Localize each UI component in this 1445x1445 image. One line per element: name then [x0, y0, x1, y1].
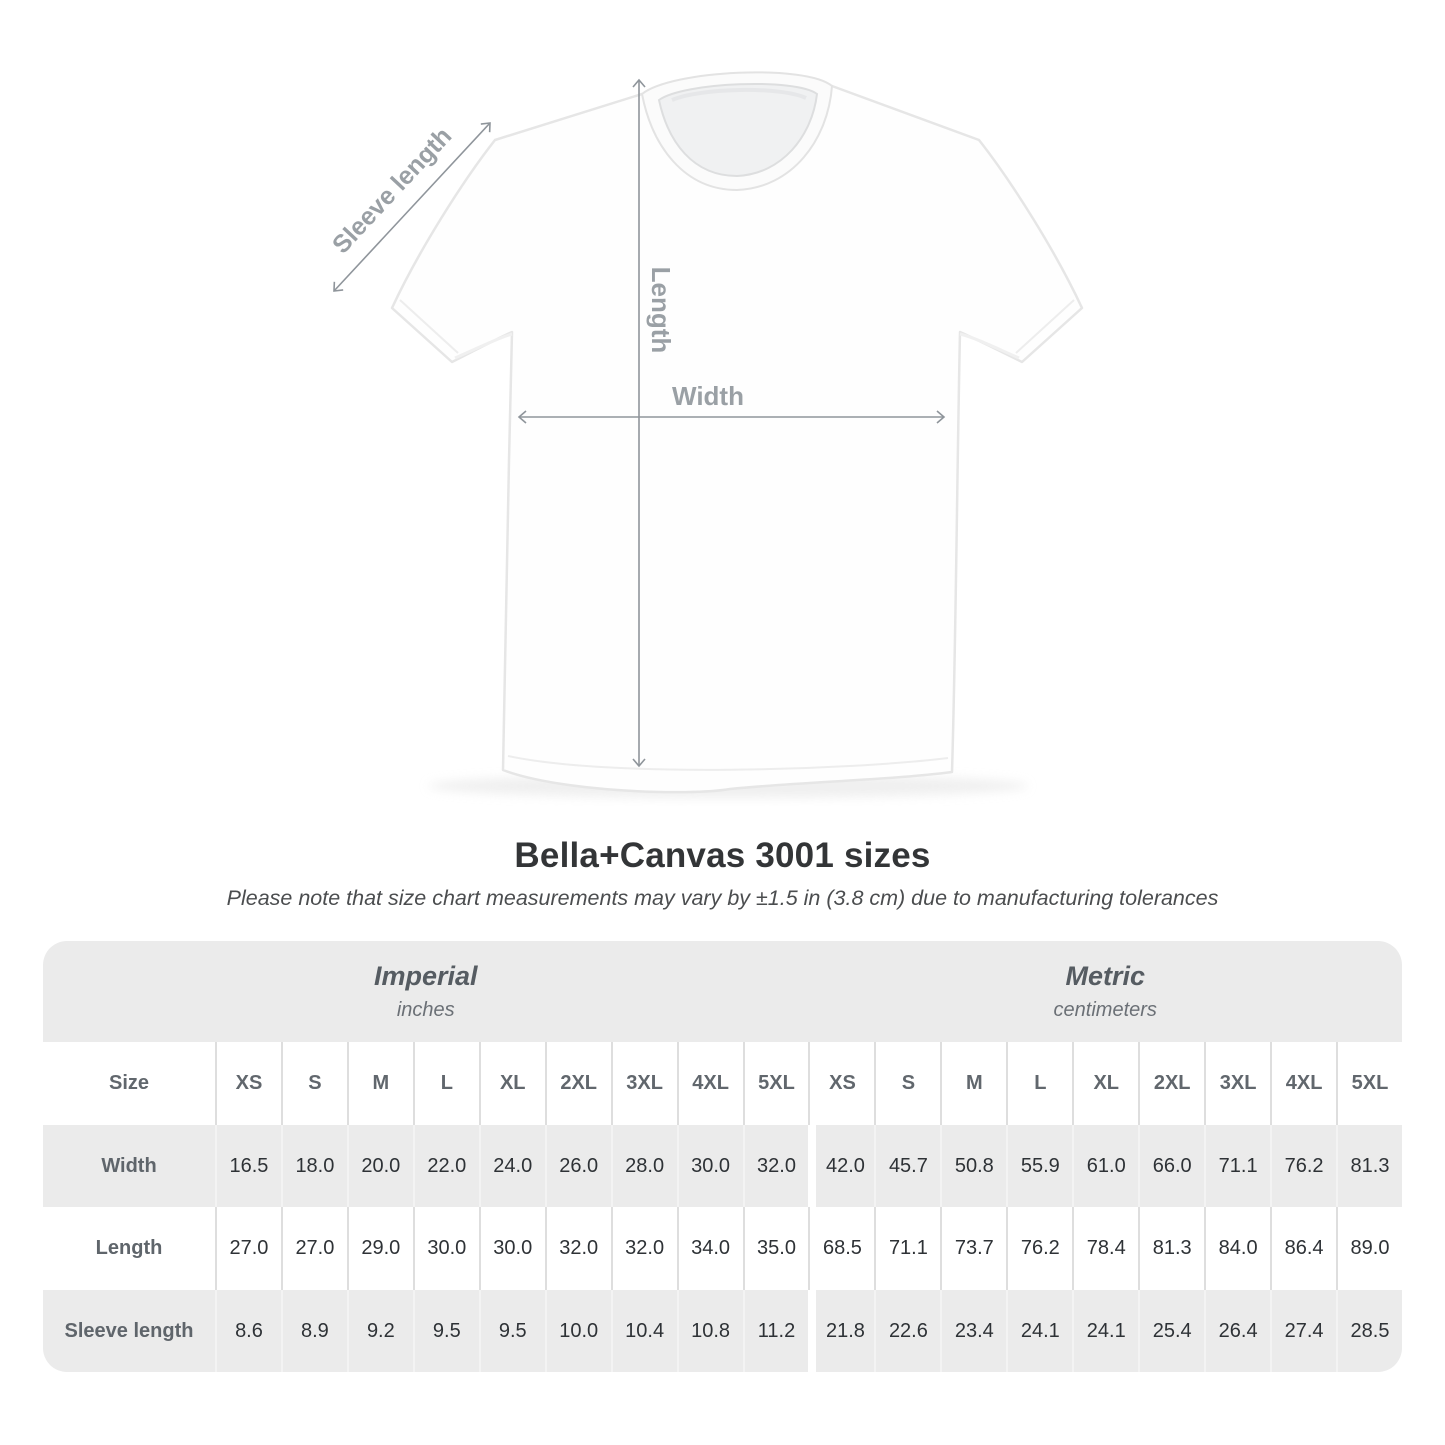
size-header-imperial: XS: [215, 1042, 281, 1125]
size-header-imperial: 4XL: [676, 1042, 743, 1125]
tolerance-note: Please note that size chart measurements…: [226, 886, 1219, 910]
size-header-imperial: S: [280, 1042, 347, 1125]
value-cell-metric: 89.0: [1336, 1207, 1402, 1290]
sleeve-length-arrow: [333, 122, 491, 292]
size-column-header: Size: [43, 1042, 215, 1125]
size-header-imperial: 2XL: [544, 1042, 611, 1125]
value-cell-metric: 81.3: [1138, 1207, 1205, 1290]
size-header-metric: 4XL: [1270, 1042, 1337, 1125]
value-cell-imperial: 20.0: [346, 1125, 413, 1207]
value-cell-metric: 23.4: [940, 1290, 1007, 1372]
value-cell-imperial: 30.0: [676, 1125, 743, 1207]
right-cuff-seam: [1015, 299, 1075, 354]
value-cell-metric: 55.9: [1006, 1125, 1073, 1207]
tshirt-diagram: Sleeve length Length Width: [327, 71, 1084, 798]
value-cell-metric: 84.0: [1204, 1207, 1271, 1290]
size-header-metric: 5XL: [1336, 1042, 1402, 1125]
value-cell-imperial: 9.2: [346, 1290, 413, 1372]
value-cell-imperial: 32.0: [610, 1207, 677, 1290]
collar-opening: [657, 82, 819, 178]
size-header-metric: L: [1006, 1042, 1073, 1125]
size-header-metric: XS: [808, 1042, 875, 1125]
value-cell-imperial: 30.0: [478, 1207, 545, 1290]
value-cell-metric: 24.1: [1006, 1290, 1073, 1372]
value-cell-metric: 61.0: [1072, 1125, 1139, 1207]
value-cell-metric: 86.4: [1270, 1207, 1337, 1290]
size-header-imperial: 5XL: [742, 1042, 809, 1125]
value-cell-imperial: 28.0: [610, 1125, 677, 1207]
value-cell-imperial: 8.9: [280, 1290, 347, 1372]
size-header-imperial: XL: [478, 1042, 545, 1125]
size-header-imperial: 3XL: [610, 1042, 677, 1125]
value-cell-imperial: 30.0: [412, 1207, 479, 1290]
value-cell-imperial: 24.0: [478, 1125, 545, 1207]
size-header-metric: M: [940, 1042, 1007, 1125]
value-cell-metric: 68.5: [808, 1207, 875, 1290]
length-label: Length: [646, 267, 676, 354]
value-cell-imperial: 10.8: [676, 1290, 743, 1372]
size-header-metric: XL: [1072, 1042, 1139, 1125]
page-title: Bella+Canvas 3001 sizes: [514, 836, 931, 875]
tshirt-illustration: Sleeve length Length Width: [327, 71, 1084, 798]
size-table: Imperial inches Metric centimeters Size X…: [43, 941, 1402, 1372]
value-cell-imperial: 27.0: [215, 1207, 281, 1290]
left-cuff-seam: [399, 299, 459, 354]
value-cell-metric: 45.7: [874, 1125, 941, 1207]
value-cell-metric: 25.4: [1138, 1290, 1205, 1372]
value-cell-imperial: 11.2: [742, 1290, 809, 1372]
metric-group-unit: centimeters: [1053, 999, 1157, 1021]
value-cell-metric: 24.1: [1072, 1290, 1139, 1372]
value-cell-metric: 42.0: [808, 1125, 875, 1207]
value-cell-imperial: 26.0: [544, 1125, 611, 1207]
value-cell-imperial: 9.5: [412, 1290, 479, 1372]
imperial-group-header: Imperial inches: [43, 941, 809, 1042]
value-cell-metric: 26.4: [1204, 1290, 1271, 1372]
value-cell-metric: 27.4: [1270, 1290, 1337, 1372]
value-cell-imperial: 32.0: [742, 1125, 809, 1207]
width-label: Width: [672, 381, 744, 411]
value-cell-imperial: 18.0: [280, 1125, 347, 1207]
row-label: Width: [43, 1125, 215, 1207]
metric-group-title: Metric: [1065, 961, 1145, 991]
value-cell-imperial: 16.5: [215, 1125, 281, 1207]
imperial-group-title: Imperial: [373, 961, 478, 991]
imperial-group-unit: inches: [396, 999, 455, 1021]
value-cell-metric: 78.4: [1072, 1207, 1139, 1290]
value-cell-metric: 76.2: [1006, 1207, 1073, 1290]
row-label: Sleeve length: [43, 1290, 215, 1372]
value-cell-imperial: 10.0: [544, 1290, 611, 1372]
row-label: Length: [43, 1207, 215, 1290]
value-cell-metric: 21.8: [808, 1290, 875, 1372]
value-cell-metric: 22.6: [874, 1290, 941, 1372]
value-cell-metric: 73.7: [940, 1207, 1007, 1290]
value-cell-imperial: 29.0: [346, 1207, 413, 1290]
collar-inner-shadow: [671, 88, 807, 102]
value-cell-imperial: 32.0: [544, 1207, 611, 1290]
value-cell-metric: 28.5: [1336, 1290, 1402, 1372]
value-cell-metric: 76.2: [1270, 1125, 1337, 1207]
metric-group-header: Metric centimeters: [808, 941, 1402, 1042]
value-cell-metric: 71.1: [874, 1207, 941, 1290]
value-cell-imperial: 9.5: [478, 1290, 545, 1372]
hem-stitch: [507, 755, 949, 771]
value-cell-imperial: 22.0: [412, 1125, 479, 1207]
size-header-metric: 2XL: [1138, 1042, 1205, 1125]
value-cell-imperial: 10.4: [610, 1290, 677, 1372]
value-cell-imperial: 27.0: [280, 1207, 347, 1290]
value-cell-metric: 66.0: [1138, 1125, 1205, 1207]
value-cell-metric: 81.3: [1336, 1125, 1402, 1207]
left-underarm-shade: [454, 332, 513, 360]
value-cell-imperial: 34.0: [676, 1207, 743, 1290]
value-cell-imperial: 8.6: [215, 1290, 281, 1372]
right-underarm-shade: [959, 332, 1020, 360]
value-cell-imperial: 35.0: [742, 1207, 809, 1290]
size-header-metric: 3XL: [1204, 1042, 1271, 1125]
size-header-imperial: L: [412, 1042, 479, 1125]
value-cell-metric: 50.8: [940, 1125, 1007, 1207]
value-cell-metric: 71.1: [1204, 1125, 1271, 1207]
size-header-imperial: M: [346, 1042, 413, 1125]
size-header-metric: S: [874, 1042, 941, 1125]
